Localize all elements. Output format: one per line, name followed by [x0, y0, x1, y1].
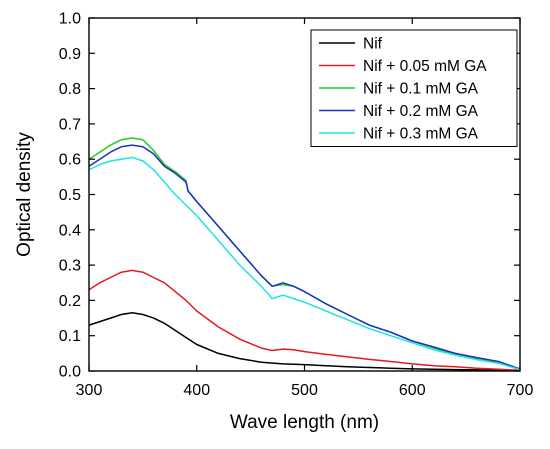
legend-label: Nif + 0.2 mM GA: [363, 103, 479, 120]
legend-label: Nif: [363, 36, 383, 53]
series-layer: [88, 137, 521, 372]
series-line-2: [88, 269, 521, 372]
y-tick-label: 0.1: [59, 328, 81, 345]
y-tick-label: 0.9: [59, 46, 81, 63]
y-tick-label: 0.7: [59, 116, 81, 133]
y-tick-label: 0.0: [59, 364, 81, 381]
y-axis-label: Optical density: [14, 132, 35, 257]
x-axis-label: Wave length (nm): [230, 412, 379, 433]
legend-label: Nif + 0.3 mM GA: [363, 126, 479, 143]
series-line-3: [88, 137, 521, 370]
y-tick-label: 0.5: [59, 187, 81, 204]
legend: Nif Nif + 0.05 mM GA Nif + 0.1 mM GA Nif + …: [310, 29, 518, 147]
legend-label: Nif + 0.1 mM GA: [363, 81, 479, 98]
ticks-layer: 300 400 500 600 700 0.0 0.1 0.2 0.3 0.4 0.5 0.6 0.7 0…: [59, 11, 534, 400]
series-line-1: [88, 312, 521, 372]
y-tick-label: 0.2: [59, 293, 81, 310]
y-tick-label: 0.3: [59, 258, 81, 275]
y-tick-label: 0.4: [59, 222, 81, 239]
x-tick-label: 400: [183, 382, 210, 399]
legend-label: Nif + 0.05 mM GA: [363, 58, 487, 75]
y-tick-label: 1.0: [59, 11, 81, 28]
x-tick-label: 300: [76, 382, 103, 399]
series-line-5: [88, 156, 521, 371]
x-tick-label: 500: [291, 382, 318, 399]
x-tick-label: 600: [399, 382, 426, 399]
y-tick-label: 0.6: [59, 152, 81, 169]
series-line-4: [88, 144, 521, 370]
x-tick-label: 700: [507, 382, 534, 399]
y-tick-label: 0.8: [59, 81, 81, 98]
